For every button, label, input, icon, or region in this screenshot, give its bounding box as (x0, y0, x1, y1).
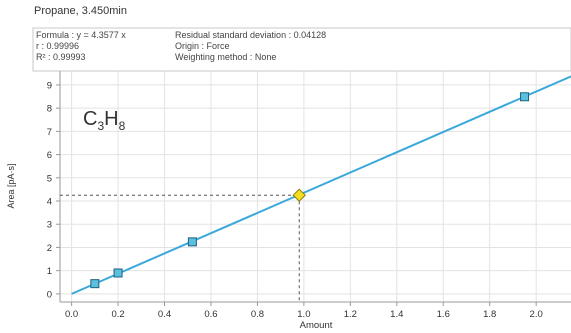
calibration-point (90, 279, 100, 289)
x-tick-label: 1.2 (344, 309, 357, 320)
x-tick-label: 1.0 (297, 309, 310, 320)
x-tick-label: 0.8 (251, 309, 264, 320)
sample-point (292, 188, 306, 202)
y-tick-label: 6 (47, 150, 52, 161)
regression-line (71, 75, 571, 295)
point-layer (90, 92, 530, 289)
calibration-point (520, 92, 530, 102)
grid-layer (60, 71, 571, 302)
x-tick-label: 2.0 (530, 309, 543, 320)
x-tick-label: 0.2 (111, 309, 124, 320)
line-layer (71, 75, 571, 295)
info-origin: Origin : Force (175, 41, 230, 51)
y-axis-label: Area [pA·s] (6, 163, 16, 208)
guide-layer (60, 194, 300, 302)
info-r: r : 0.99996 (36, 41, 79, 51)
info-box (32, 27, 571, 72)
y-tick-label: 5 (47, 173, 52, 184)
y-tick-label: 2 (47, 243, 52, 254)
calibration-point (113, 268, 123, 278)
x-tick-label: 1.4 (390, 309, 403, 320)
y-tick-label: 4 (47, 197, 52, 208)
x-axis-label: Amount (300, 320, 333, 331)
y-tick-label: 9 (47, 80, 52, 91)
x-tick-label: 0.6 (204, 309, 217, 320)
info-residual: Residual standard deviation : 0.04128 (175, 30, 326, 40)
x-tick-label: 0.0 (65, 309, 78, 320)
axis-layer: 0 1 2 3 4 5 6 7 8 9 0.0 0.2 0.4 0.6 0.8 1.0 1.2 1.4 1.6 1.8… (47, 71, 571, 320)
y-tick-label: 3 (47, 220, 52, 231)
chart-title: Propane, 3.450min (34, 5, 127, 17)
info-r2: R² : 0.99993 (36, 52, 86, 62)
y-tick-label: 0 (47, 289, 52, 300)
info-weighting: Weighting method : None (175, 52, 276, 62)
x-tick-label: 1.6 (437, 309, 450, 320)
y-tick-label: 7 (47, 127, 52, 138)
info-formula: Formula : y = 4.3577 x (36, 30, 126, 40)
y-tick-label: 1 (47, 266, 52, 277)
x-tick-label: 0.4 (158, 309, 171, 320)
x-tick-label: 1.8 (483, 309, 496, 320)
calibration-point (187, 237, 197, 247)
y-tick-label: 8 (47, 104, 52, 115)
compound-label: C3H8 (83, 108, 126, 133)
